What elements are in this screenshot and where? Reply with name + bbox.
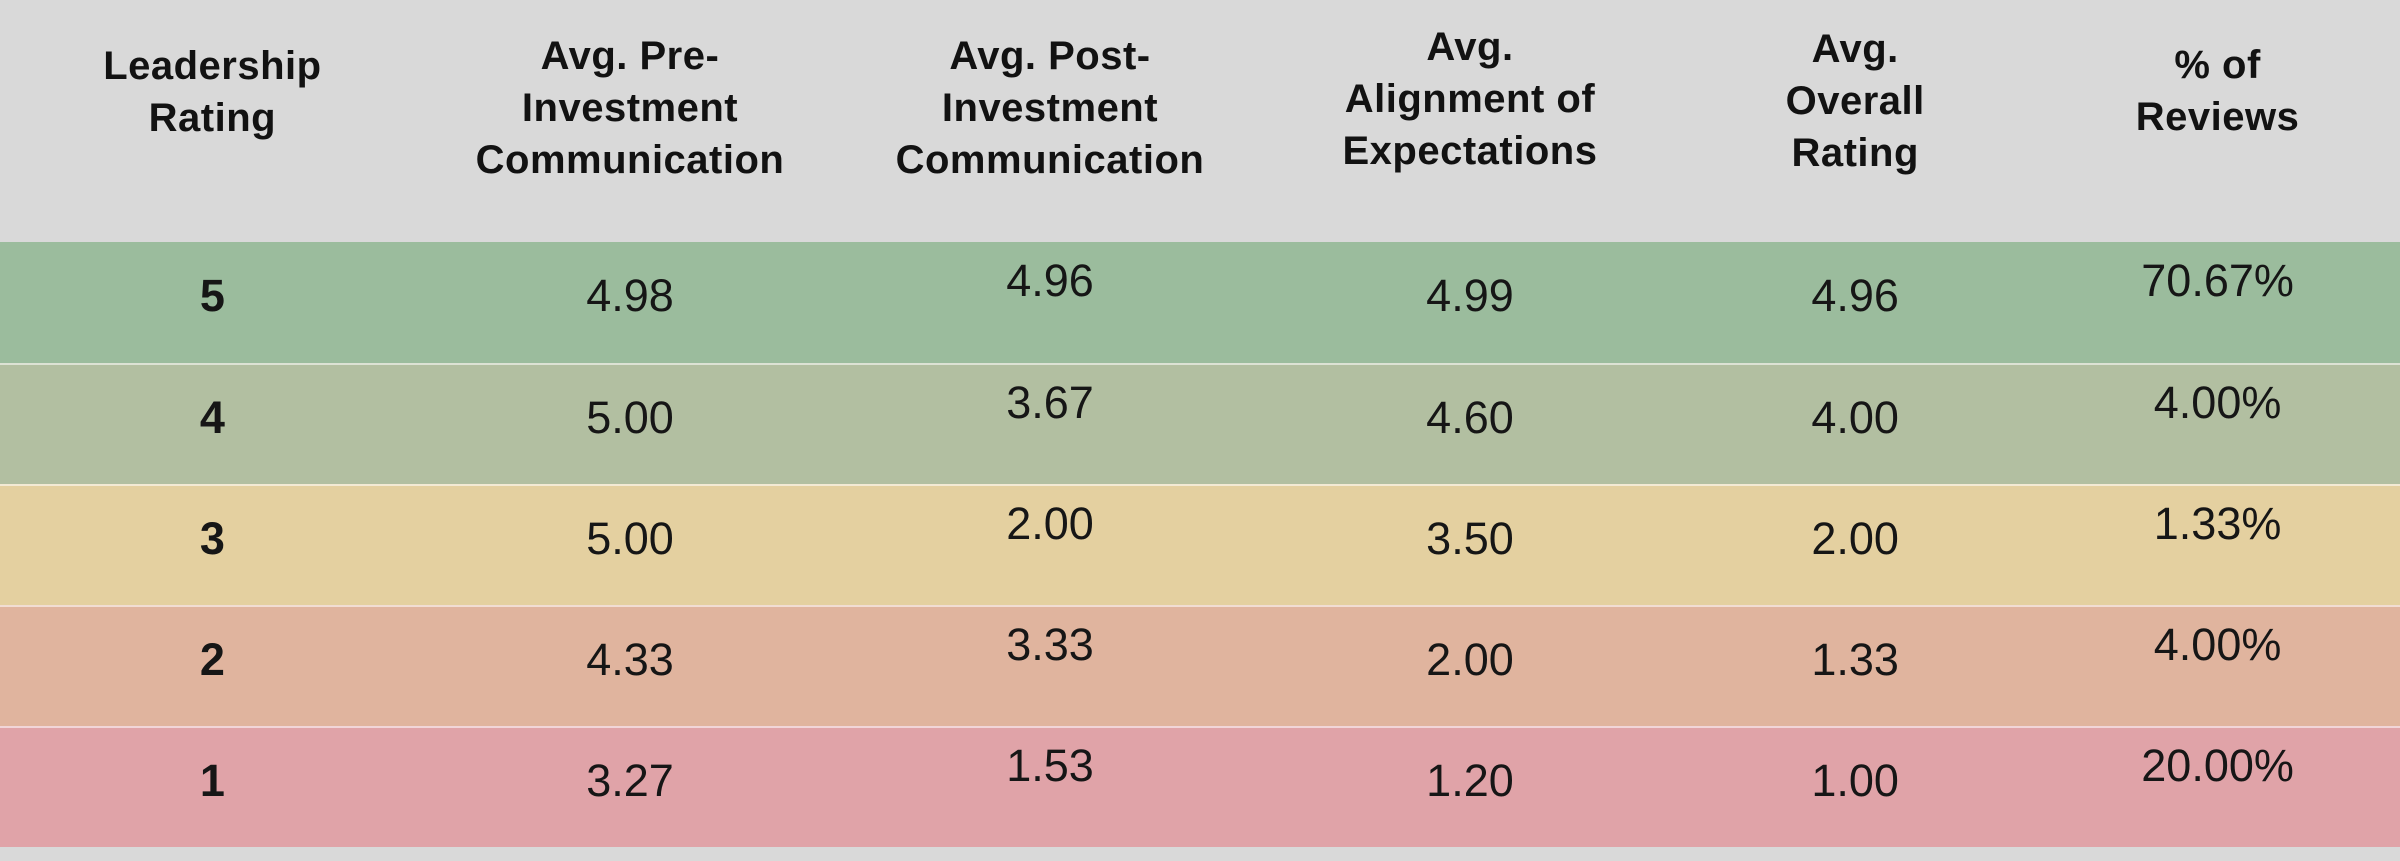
table-row-rating-5: 5 4.98 4.96 4.99 4.96 70.67% [0, 242, 2400, 363]
cell-pct-of-reviews: 4.00% [2035, 605, 2400, 726]
cell-leadership-rating: 5 [199, 269, 225, 321]
column-header-label: % of Reviews [2135, 43, 2300, 139]
column-header-label: Avg. Pre- Investment Communication [475, 34, 785, 182]
table-row-rating-2: 2 4.33 3.33 2.00 1.33 4.00% [0, 605, 2400, 726]
column-header-leadership-rating: Leadership Rating [0, 0, 425, 242]
cell-avg-overall-rating: 2.00 [1675, 484, 2036, 605]
cell-pct-of-reviews: 1.33% [2035, 484, 2400, 605]
cell-avg-alignment-of-expectations: 1.20 [1264, 726, 1676, 847]
cell-avg-alignment-of-expectations: 2.00 [1264, 605, 1676, 726]
header-row: Leadership Rating Avg. Pre- Investment C… [0, 0, 2400, 242]
column-header-avg-pre-investment-communication: Avg. Pre- Investment Communication [425, 0, 835, 242]
cell-leadership-rating: 4 [0, 363, 425, 484]
cell-leadership-rating: 3 [0, 484, 425, 605]
cell-avg-overall-rating: 4.96 [1811, 269, 1899, 321]
cell-avg-pre-investment-communication: 4.98 [586, 269, 674, 321]
table-row-rating-1: 1 3.27 1.53 1.20 1.00 20.00% [0, 726, 2400, 847]
column-header-avg-alignment-of-expectations: Avg. Alignment of Expectations [1265, 0, 1675, 242]
cell-avg-pre-investment-communication: 5.00 [424, 363, 836, 484]
cell-avg-pre-investment-communication: 5.00 [424, 484, 836, 605]
cell-avg-post-investment-communication: 3.33 [835, 605, 1265, 726]
cell-avg-pre-investment-communication: 4.33 [424, 605, 836, 726]
column-header-avg-overall-rating: Avg. Overall Rating [1675, 0, 2035, 242]
cell-avg-alignment-of-expectations: 3.50 [1264, 484, 1676, 605]
column-header-pct-of-reviews: % of Reviews [2035, 0, 2400, 242]
cell-avg-pre-investment-communication: 3.27 [424, 726, 836, 847]
cell-avg-overall-rating: 1.00 [1675, 726, 2036, 847]
table-row-rating-3: 3 5.00 2.00 3.50 2.00 1.33% [0, 484, 2400, 605]
column-header-label: Avg. Alignment of Expectations [1342, 25, 1598, 173]
column-header-label: Leadership Rating [103, 44, 322, 140]
cell-avg-post-investment-communication: 1.53 [835, 726, 1265, 847]
cell-leadership-rating: 2 [0, 605, 425, 726]
cell-avg-alignment-of-expectations: 4.60 [1264, 363, 1676, 484]
table-row-rating-4: 4 5.00 3.67 4.60 4.00 4.00% [0, 363, 2400, 484]
column-header-avg-post-investment-communication: Avg. Post- Investment Communication [835, 0, 1265, 242]
column-header-label: Avg. Overall Rating [1785, 27, 1925, 175]
cell-avg-post-investment-communication: 2.00 [835, 484, 1265, 605]
cell-pct-of-reviews: 70.67% [2141, 254, 2294, 306]
cell-pct-of-reviews: 20.00% [2035, 726, 2400, 847]
cell-pct-of-reviews: 4.00% [2035, 363, 2400, 484]
cell-avg-post-investment-communication: 4.96 [1006, 254, 1094, 306]
bottom-margin-strip [0, 847, 2400, 861]
cell-avg-post-investment-communication: 3.67 [835, 363, 1265, 484]
column-header-label: Avg. Post- Investment Communication [895, 34, 1205, 182]
cell-avg-overall-rating: 4.00 [1675, 363, 2036, 484]
cell-leadership-rating: 1 [0, 726, 425, 847]
cell-avg-alignment-of-expectations: 4.99 [1426, 269, 1514, 321]
cell-avg-overall-rating: 1.33 [1675, 605, 2036, 726]
